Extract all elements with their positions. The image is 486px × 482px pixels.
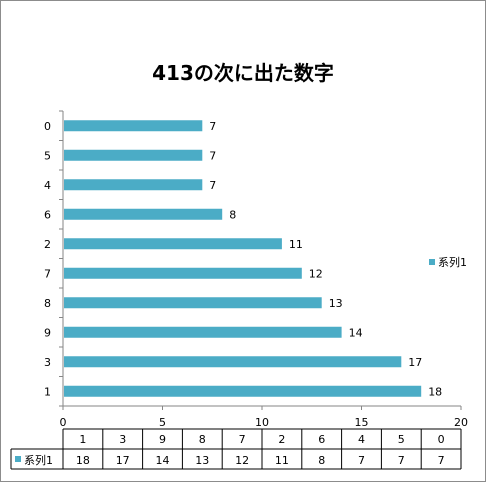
table-header-cell: 5 xyxy=(398,433,405,446)
legend: 系列1 xyxy=(429,255,467,269)
table-value-cell: 17 xyxy=(116,454,130,467)
data-label: 7 xyxy=(209,120,216,133)
data-table: 1 18 3 17 9 14 8 13 7 12 2 11 6 8 4 7 5 7 0 7 系列1 xyxy=(10,428,462,470)
table-legend-swatch xyxy=(15,456,21,462)
y-tick-label: 0 xyxy=(44,120,51,133)
table-value-cell: 11 xyxy=(275,454,289,467)
bar-1 xyxy=(64,385,422,397)
bar-6 xyxy=(64,208,223,220)
bar-3 xyxy=(64,356,402,368)
y-tick-label: 3 xyxy=(44,356,51,369)
table-header-cell: 1 xyxy=(79,433,86,446)
data-label: 8 xyxy=(229,208,236,221)
x-tick-label: 15 xyxy=(355,416,369,429)
data-label: 11 xyxy=(289,238,303,251)
data-label: 17 xyxy=(408,356,422,369)
bar-9 xyxy=(64,326,342,338)
data-label: 13 xyxy=(329,297,343,310)
x-tick-label: 10 xyxy=(255,416,269,429)
y-tick-label: 8 xyxy=(44,297,51,310)
table-header-cell: 3 xyxy=(119,433,126,446)
table-value-cell: 7 xyxy=(438,454,445,467)
table-series-label: 系列1 xyxy=(24,453,53,467)
table-value-cell: 7 xyxy=(358,454,365,467)
bar-2 xyxy=(64,238,282,250)
bar-8 xyxy=(64,297,322,309)
chart-title: 413の次に出た数字 xyxy=(152,61,334,85)
table-header-cell: 7 xyxy=(239,433,246,446)
x-tick-label: 5 xyxy=(159,416,166,429)
y-tick-label: 1 xyxy=(44,385,51,398)
table-header-cell: 4 xyxy=(358,433,365,446)
data-label: 7 xyxy=(209,179,216,192)
table-value-cell: 18 xyxy=(76,454,90,467)
bar-5 xyxy=(64,149,203,161)
table-value-cell: 7 xyxy=(398,454,405,467)
x-tick-label: 0 xyxy=(60,416,67,429)
bar-7 xyxy=(64,267,302,279)
table-value-cell: 13 xyxy=(195,454,209,467)
table-header-cell: 8 xyxy=(199,433,206,446)
y-tick-label: 6 xyxy=(44,208,51,221)
bars-layer xyxy=(64,120,422,397)
data-label: 14 xyxy=(349,326,363,339)
data-label: 18 xyxy=(428,385,442,398)
y-tick-label: 7 xyxy=(44,267,51,280)
y-tick-label: 4 xyxy=(44,179,51,192)
table-header-cell: 0 xyxy=(438,433,445,446)
data-label: 12 xyxy=(309,267,323,280)
table-value-cell: 14 xyxy=(156,454,170,467)
y-tick-label: 5 xyxy=(44,149,51,162)
x-tick-label: 20 xyxy=(454,416,468,429)
data-label: 7 xyxy=(209,149,216,162)
labels-layer: 18 17 14 13 12 11 8 7 7 7 xyxy=(209,120,442,399)
table-value-cell: 12 xyxy=(235,454,249,467)
table-header-cell: 6 xyxy=(318,433,325,446)
table-header-cell: 2 xyxy=(278,433,285,446)
legend-label: 系列1 xyxy=(438,255,467,269)
y-tick-label: 2 xyxy=(44,238,51,251)
bar-0 xyxy=(64,120,203,132)
legend-swatch xyxy=(429,259,435,265)
table-header-cell: 9 xyxy=(159,433,166,446)
table-value-cell: 8 xyxy=(318,454,325,467)
bar-4 xyxy=(64,179,203,191)
y-tick-label: 9 xyxy=(44,326,51,339)
